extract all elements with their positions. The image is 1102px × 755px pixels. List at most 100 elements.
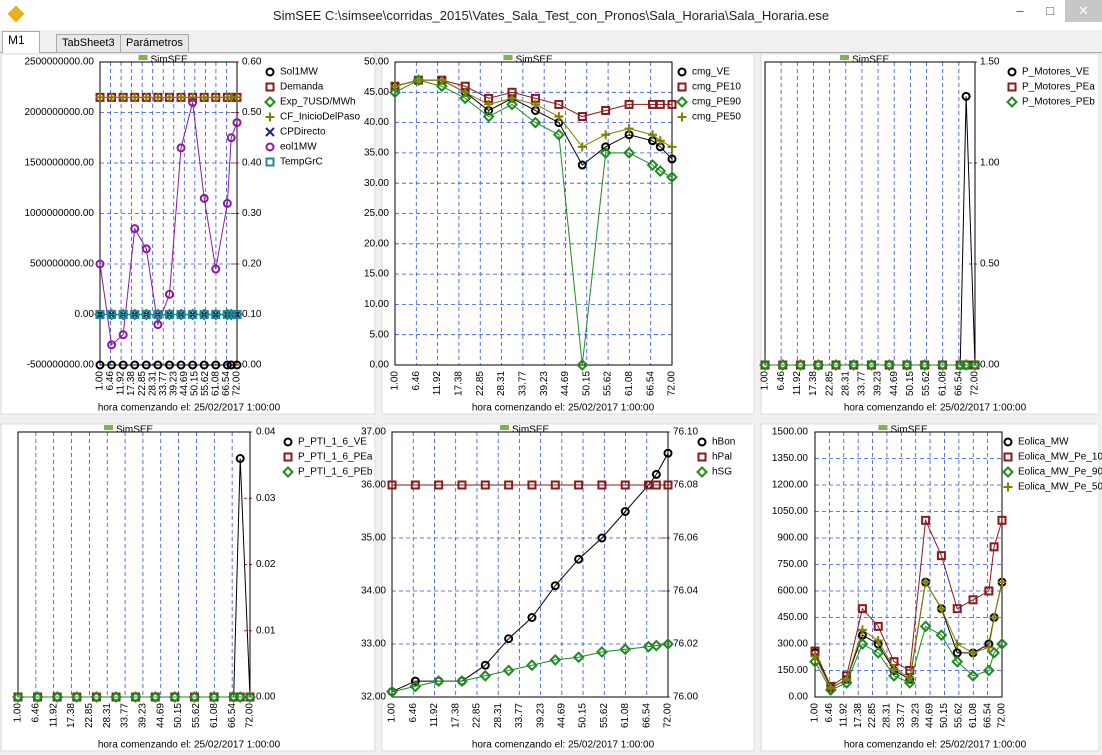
data-point — [211, 360, 221, 370]
legend-label: P_Motores_PEb — [1022, 97, 1095, 108]
data-point — [903, 676, 916, 689]
legend-label: cmg_PE50 — [692, 112, 741, 123]
data-point — [984, 643, 994, 653]
legend-label: P_PTI_1_6_PEa — [298, 452, 373, 463]
data-point — [856, 638, 869, 650]
data-point — [480, 480, 490, 490]
legend-marker — [283, 452, 293, 462]
x-tick-label: 11.92 — [792, 371, 803, 396]
data-point — [968, 595, 978, 605]
data-point — [459, 92, 472, 105]
data-point — [577, 142, 587, 152]
data-point — [597, 480, 607, 490]
minimize-button[interactable]: – — [1016, 3, 1024, 18]
legend-label: Sol1MW — [280, 67, 318, 78]
data-point — [666, 171, 678, 184]
data-point — [107, 340, 117, 350]
y2-tick-label: 0.40 — [242, 158, 262, 169]
y-tick-label: 20.00 — [364, 238, 389, 249]
x-tick-label: 55.62 — [191, 703, 202, 728]
data-point — [153, 360, 163, 370]
legend-label: P_PTI_1_6_PEb — [298, 467, 373, 478]
data-point — [410, 480, 420, 490]
x-tick-label: 22.85 — [472, 703, 483, 728]
tab[interactable]: M1 — [2, 31, 40, 53]
data-point — [968, 648, 978, 658]
y-tick-label: 40.00 — [364, 117, 389, 128]
legend-marker — [676, 96, 688, 108]
legend-marker — [1007, 82, 1017, 92]
tab[interactable]: Parámetros — [120, 34, 189, 52]
data-point — [624, 99, 634, 109]
data-point — [889, 664, 899, 674]
close-button[interactable]: ✕ — [1065, 0, 1102, 22]
x-tick-label: 17.38 — [450, 703, 461, 728]
title-icon — [500, 425, 509, 430]
data-point — [982, 664, 995, 677]
data-point — [480, 660, 490, 670]
y2-tick-label: 0.10 — [242, 309, 262, 320]
data-point — [141, 244, 151, 254]
y-tick-label: -500000000.00 — [27, 360, 95, 371]
data-point — [211, 264, 221, 274]
data-point — [576, 359, 589, 371]
data-point — [919, 620, 932, 633]
data-point — [997, 577, 1007, 587]
data-point — [244, 691, 256, 703]
data-point — [31, 691, 44, 703]
legend-label: P_Motores_VE — [1022, 67, 1090, 78]
y-tick-label: 900.00 — [777, 533, 808, 544]
x-tick-label: 55.62 — [599, 703, 610, 728]
data-point — [549, 653, 562, 666]
panel — [381, 53, 755, 415]
legend-label: hBon — [712, 437, 735, 448]
y-tick-label: 300.00 — [777, 639, 808, 650]
data-point — [208, 691, 220, 703]
charts-area: 1.00 6.46 11.92 17.38 22.85 28.31 33.77 39.23 44… — [0, 53, 1102, 752]
data-point — [655, 136, 665, 146]
x-tick-label: 33.77 — [158, 371, 169, 396]
data-point — [984, 586, 994, 596]
data-point — [936, 359, 949, 371]
data-point — [651, 469, 661, 479]
plot-frame — [391, 431, 669, 698]
x-tick-label: 11.92 — [48, 703, 59, 728]
data-point — [226, 133, 236, 143]
y-tick-label: 1350.00 — [772, 453, 809, 464]
x-tick-label: 39.23 — [910, 703, 921, 728]
y2-tick-label: 0.60 — [242, 57, 262, 68]
x-tick-label: 66.54 — [982, 703, 993, 728]
data-point — [905, 673, 915, 683]
x-tick-label: 17.38 — [454, 371, 465, 396]
x-tick-label: 28.31 — [493, 703, 504, 728]
data-point — [623, 146, 635, 159]
data-point — [883, 359, 896, 371]
x-tick-label: 6.46 — [824, 703, 835, 723]
data-point — [506, 98, 518, 111]
legend-marker — [1006, 96, 1018, 108]
x-tick-label: 33.77 — [896, 703, 907, 728]
x-axis-label: hora comenzando el: 25/02/2017 1:00:00 — [98, 403, 281, 414]
legend-marker — [1007, 67, 1017, 77]
x-tick-label: 6.46 — [408, 703, 419, 723]
data-point — [118, 330, 128, 340]
data-point — [232, 310, 242, 319]
x-tick-label: 50.15 — [189, 371, 200, 396]
y-tick-label: 35.00 — [361, 533, 386, 544]
legend-label: eol1MW — [280, 142, 317, 153]
y-tick-label: 2500000000.00 — [24, 57, 94, 68]
y-tick-label: 2000000000.00 — [24, 107, 94, 118]
data-point — [118, 92, 128, 102]
panel — [760, 53, 1100, 415]
x-tick-label: 72.00 — [970, 371, 981, 396]
tab[interactable]: TabSheet3 — [56, 34, 121, 52]
data-point — [222, 360, 232, 370]
data-point — [918, 359, 931, 371]
x-tick-label: 44.69 — [556, 703, 567, 728]
x-tick-label: 50.15 — [581, 371, 592, 396]
data-point — [655, 99, 665, 109]
data-point — [646, 159, 659, 171]
legend-marker — [1003, 452, 1013, 462]
maximize-button[interactable]: □ — [1046, 3, 1054, 18]
